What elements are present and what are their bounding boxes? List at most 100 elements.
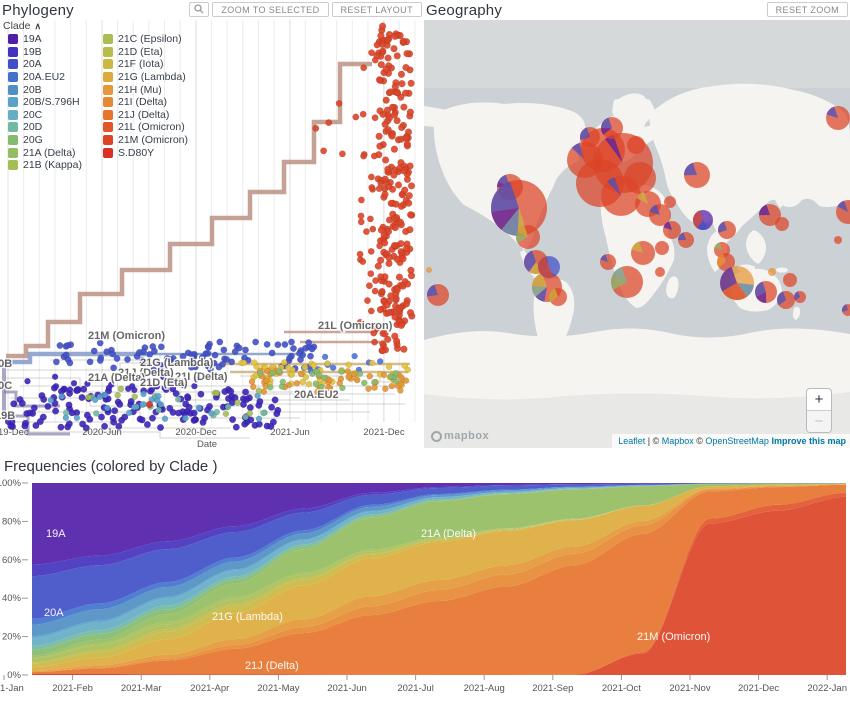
legend-item[interactable]: S.D80Y: [103, 146, 188, 159]
legend-column-right: 21C (Epsilon) 21D (Eta) 21F (Iota) 21G (Lam…: [103, 33, 188, 159]
legend-item[interactable]: 21M (Omicron): [103, 134, 188, 147]
map[interactable]: + − mapbox Leaflet | © Mapbox © OpenStre…: [424, 20, 850, 448]
legend-item[interactable]: 21D (Eta): [103, 46, 188, 59]
phylogeny-toolbar: ZOOM TO SELECTED RESET LAYOUT: [189, 2, 422, 17]
phylogeny-tree[interactable]: 21M (Omicron)21L (Omicron)21G (Lambda)21…: [0, 20, 424, 450]
legend-swatch: [103, 109, 113, 120]
legend-item[interactable]: 21C (Epsilon): [103, 33, 188, 46]
map-pie[interactable]: [624, 162, 656, 194]
legend-item[interactable]: 20A: [8, 58, 82, 71]
map-pie[interactable]: [692, 210, 713, 231]
map-pie[interactable]: [515, 225, 540, 249]
legend-item[interactable]: 21B (Kappa): [8, 159, 82, 172]
map-pie[interactable]: [793, 291, 806, 303]
legend-item[interactable]: 20C: [8, 109, 82, 122]
legend-item[interactable]: 21H (Mu): [103, 83, 188, 96]
zoom-to-selected-button[interactable]: ZOOM TO SELECTED: [212, 2, 329, 17]
map-pie[interactable]: [683, 162, 710, 188]
legend-swatch: [8, 109, 18, 120]
map-pie[interactable]: [426, 267, 432, 273]
legend-item[interactable]: 21A (Delta): [8, 146, 82, 159]
map-pie[interactable]: [627, 136, 645, 154]
map-zoom-in-button[interactable]: +: [807, 389, 831, 411]
map-pie[interactable]: [836, 200, 850, 224]
svg-text:21I (Delta): 21I (Delta): [175, 371, 228, 383]
frequency-stream-areas[interactable]: [32, 483, 846, 675]
tree-tip-dots[interactable]: [4, 22, 416, 432]
map-pie[interactable]: [427, 284, 449, 306]
frequency-stream-labels: 19A 20A 21G (Lambda) 21J (Delta) 21A (Delta)…: [44, 528, 710, 672]
map-pie[interactable]: [537, 256, 560, 278]
svg-text:21A (Delta): 21A (Delta): [88, 372, 145, 384]
legend-item[interactable]: 20G: [8, 134, 82, 147]
legend-item[interactable]: 21I (Delta): [103, 96, 188, 109]
osm-link[interactable]: OpenStreetMap: [705, 436, 769, 446]
map-pie[interactable]: [491, 180, 547, 237]
stream-area[interactable]: [32, 483, 846, 565]
map-pie[interactable]: [600, 117, 623, 139]
legend-item[interactable]: 19A: [8, 33, 82, 46]
map-pie[interactable]: [758, 204, 781, 226]
legend-item[interactable]: 20A.EU2: [8, 71, 82, 84]
leaflet-link[interactable]: Leaflet: [618, 436, 646, 446]
legend-item[interactable]: 19B: [8, 46, 82, 59]
stream-area[interactable]: [32, 492, 846, 675]
stream-area[interactable]: [32, 484, 846, 675]
stream-area[interactable]: [32, 484, 846, 673]
map-pie[interactable]: [677, 232, 694, 248]
stream-area[interactable]: [32, 483, 846, 663]
map-pie[interactable]: [775, 217, 789, 231]
map-pie[interactable]: [768, 268, 776, 276]
stream-area[interactable]: [32, 496, 846, 675]
geography-title: Geography: [426, 2, 503, 19]
legend-item[interactable]: 20D: [8, 121, 82, 134]
map-pie[interactable]: [600, 254, 616, 270]
map-pie[interactable]: [841, 304, 850, 316]
stream-area[interactable]: [32, 483, 846, 658]
legend-label: 20B/S.796H: [23, 96, 80, 109]
legend-item[interactable]: 21G (Lambda): [103, 71, 188, 84]
search-button[interactable]: [189, 2, 210, 17]
legend-label: 20A: [23, 58, 42, 71]
map-pie[interactable]: [655, 267, 665, 277]
frequencies-chart[interactable]: 100% 80% 60% 40% 20% 0% 2021-Jan 2021-Feb 2021-M…: [0, 475, 850, 704]
stream-area[interactable]: [32, 483, 846, 672]
map-pie[interactable]: [783, 273, 797, 287]
svg-text:19B: 19B: [0, 410, 15, 422]
legend-item[interactable]: 21F (Iota): [103, 58, 188, 71]
svg-text:20B: 20B: [0, 358, 12, 370]
reset-zoom-button[interactable]: RESET ZOOM: [766, 2, 848, 17]
map-pie[interactable]: [548, 288, 567, 306]
map-pie[interactable]: [664, 196, 676, 208]
reset-layout-button[interactable]: RESET LAYOUT: [331, 2, 422, 17]
map-pie[interactable]: [655, 241, 669, 255]
stream-area[interactable]: [32, 674, 846, 675]
map-pie-charts[interactable]: [426, 106, 850, 316]
map-pie[interactable]: [826, 106, 850, 130]
legend-item[interactable]: 20B: [8, 83, 82, 96]
svg-text:20%: 20%: [2, 632, 22, 643]
map-pie[interactable]: [776, 291, 795, 309]
legend-item[interactable]: 21L (Omicron): [103, 121, 188, 134]
legend-item[interactable]: 20B/S.796H: [8, 96, 82, 109]
world-map[interactable]: [424, 20, 850, 448]
stream-area[interactable]: [32, 483, 846, 619]
mapbox-link[interactable]: Mapbox: [661, 436, 694, 446]
map-pie[interactable]: [649, 204, 671, 226]
improve-map-link[interactable]: Improve this map: [771, 436, 846, 446]
legend-label: 21C (Epsilon): [118, 33, 182, 46]
map-pie[interactable]: [834, 236, 842, 244]
map-pie[interactable]: [631, 241, 655, 265]
svg-text:2021-Dec: 2021-Dec: [738, 683, 779, 694]
map-pie[interactable]: [716, 253, 735, 271]
legend-item[interactable]: 21J (Delta): [103, 109, 188, 122]
map-pie[interactable]: [663, 221, 681, 239]
map-pie[interactable]: [611, 266, 643, 298]
map-pie[interactable]: [717, 221, 736, 239]
map-pie[interactable]: [755, 281, 777, 304]
map-pie[interactable]: [580, 127, 600, 147]
legend-label: 21D (Eta): [118, 45, 163, 58]
legend-toggle[interactable]: Clade ∧: [3, 20, 41, 32]
map-pie[interactable]: [720, 266, 754, 300]
map-zoom-out-button[interactable]: −: [807, 411, 831, 432]
